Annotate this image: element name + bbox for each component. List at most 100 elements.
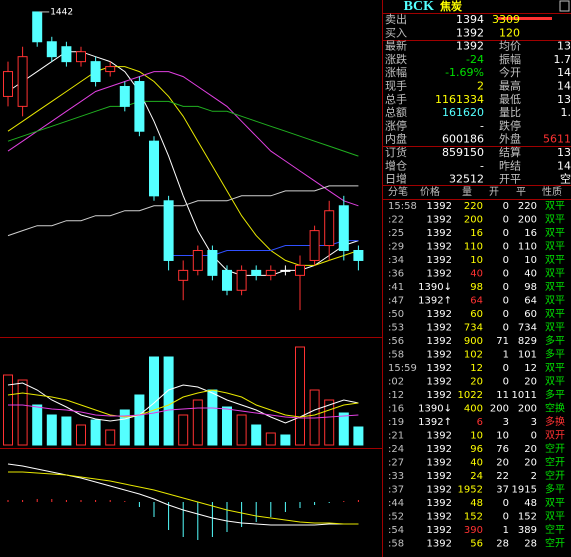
tick-cell: 102 [464,350,483,361]
quote-label: 涨跌 [385,52,407,66]
quote-label: 日增 [385,172,407,186]
tick-cell: 1392 [427,228,452,239]
candle-body [251,269,262,276]
volume-bar [61,416,72,446]
volume-bar [236,414,247,446]
tick-cell: :25 [388,228,404,239]
tick-cell: 双平 [545,362,565,374]
indicator-line [8,471,359,525]
volume-bar [3,374,13,446]
candle-body [32,11,43,43]
tick-cell: :33 [388,471,404,482]
tick-cell: 1392 [427,390,452,401]
tick-cell: 双平 [545,295,565,307]
quote-value: 13 [557,40,571,53]
candle-body [163,200,174,261]
tick-cell: 1392 [427,242,452,253]
volume-bar [338,412,349,446]
tick-cell: :16 [388,404,404,415]
quote-value: 1. [561,106,571,119]
tick-cell: 1392 [427,377,452,388]
tick-cell: 1390↓ [418,404,452,415]
quote-value: 1392 [456,26,484,39]
tick-cell: 200 [518,404,537,415]
tick-cell: 15:58 [388,201,417,212]
quote-label: 卖出 [385,12,407,26]
checkbox[interactable] [559,0,570,12]
tick-cell: 71 [496,336,509,347]
tick-cell: 40 [470,458,483,469]
tick-cell: 60 [524,309,537,320]
tick-cell: 220 [464,201,483,212]
quote-value: 600186 [442,133,484,146]
tick-cell: :24 [388,444,404,455]
tick-cell: 20 [524,444,537,455]
quote-value: 3309 [492,13,520,26]
tick-cell: 200 [464,215,483,226]
quote-value: 1161334 [435,93,484,106]
quote-value: 13 [557,146,571,159]
tick-cell: 10 [496,431,509,442]
volume-bar [207,389,218,446]
tick-cell: 1390↓ [418,282,452,293]
quote-label: 总手 [385,92,407,106]
tick-cell: 0 [503,282,509,293]
volume-bar [76,424,86,446]
tick-cell: 双平 [545,227,565,239]
tick-cell: 双平 [545,497,565,509]
quote-label: 最高 [499,79,521,93]
candle-body [192,250,203,271]
indicator-line [7,389,359,418]
candle-body [17,56,28,107]
candle-body [149,140,159,197]
quote-value: 859150 [442,146,484,159]
tick-cell: :29 [388,242,404,253]
high-label: 1442 [50,7,73,17]
tick-cell: 0 [503,215,509,226]
tick-cell: 64 [470,296,483,307]
tick-cell: 1392 [427,336,452,347]
tick-cell: 76 [496,444,509,455]
quote-value: 120 [499,26,520,39]
tick-cell: 双开 [545,430,565,442]
tick-cell: 1392 [427,255,452,266]
tick-cell: 1392 [427,458,452,469]
tick-cell: :37 [388,485,404,496]
tick-cell: 空换 [545,402,565,415]
tick-cell: 28 [496,539,509,550]
quote-label: 买入 [385,26,407,39]
tick-cell: 1392 [427,201,452,212]
tick-cell: 空开 [545,442,565,455]
tick-cell: 双平 [545,268,565,280]
ask-bar [498,17,552,20]
tick-cell: 双平 [545,511,565,523]
indicator-line [7,100,359,157]
tick-cell: 1392 [427,309,452,320]
tick-cell: :47 [388,296,404,307]
column-header: 价格 [420,185,440,198]
candle-body [3,71,13,97]
charts: 1442 [3,7,364,540]
tick-cell: 1392 [427,215,452,226]
candle-body [280,269,291,272]
tick-cell: 1392 [427,444,452,455]
tick-cell: 1392 [427,539,452,550]
column-header: 分笔 [388,185,408,198]
tick-cell: 48 [470,498,483,509]
volume-bar [222,406,232,446]
quote-value: 13 [557,93,571,106]
quote-label: 振幅 [499,52,521,66]
tick-cell: 12 [470,363,483,374]
volume-bar [149,356,159,446]
tick-cell: 12 [524,363,537,374]
tick-cell: 0 [503,512,509,523]
tick-cell: 3 [503,417,509,428]
indicator-line [7,185,359,237]
tick-cell: 734 [518,323,537,334]
tick-cell: 双平 [545,376,565,388]
tick-cell: 22 [496,471,509,482]
tick-cell: 空开 [545,469,565,482]
quote-label: 总额 [385,105,407,119]
